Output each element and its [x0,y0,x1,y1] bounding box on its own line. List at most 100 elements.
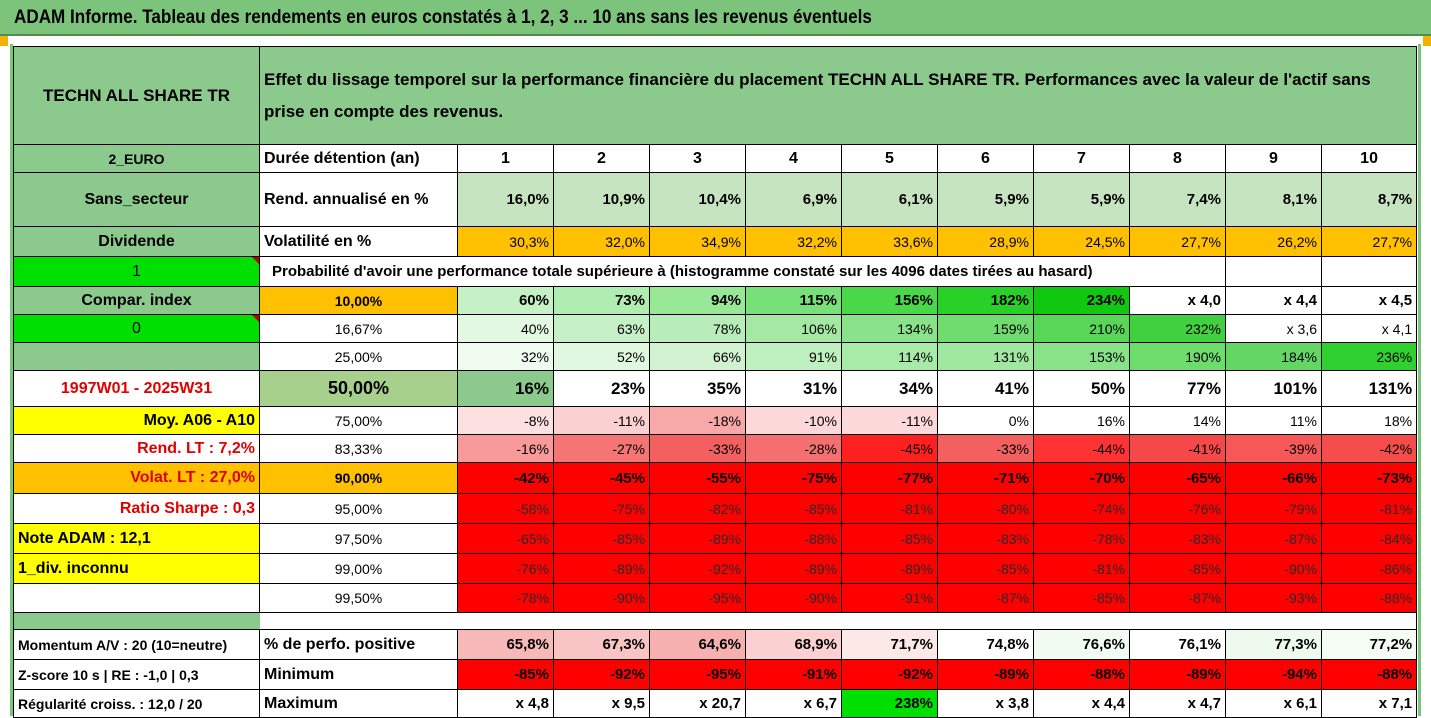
volatility-value: 26,2% [1225,226,1322,257]
percentile-value: 232% [1129,314,1226,343]
percentile-value: -74% [1033,493,1130,524]
minimum-row: Z-score 10 s | RE : -1,0 | 0,3 Minimum -85… [13,659,1418,690]
percentile-value: -11% [553,406,650,435]
percentile-row: Compar. index 10,00% 60% 73% 94% 115% 156% 182%… [13,286,1418,315]
percentile-value: x 3,6 [1225,314,1322,343]
percentile-value: 41% [937,370,1034,407]
percentile-value: 73% [553,286,650,315]
maximum-value: 238% [841,689,938,718]
percentile-value: -66% [1225,462,1322,494]
percentile-value: -95% [649,583,746,613]
percentile-value: -71% [937,462,1034,494]
percentile-value: -81% [841,493,938,524]
duration-header: 1 [457,144,554,173]
corner-marker-right [1423,36,1431,46]
sharpe-ratio-label: Ratio Sharpe : 0,3 [13,493,260,524]
percentile-value: 18% [1320,406,1418,435]
percentile-value: 159% [937,314,1034,343]
volatility-value: 32,0% [553,226,650,257]
percentile-value: 11% [1225,406,1322,435]
compar-index-label: Compar. index [13,286,260,315]
percentile-value: -85% [841,523,938,554]
percentile-value: 94% [649,286,746,315]
percentile-value: -42% [457,462,554,494]
percentile-value: -91% [841,583,938,613]
percentile-row: 0 16,67% 40% 63% 78% 106% 134% 159% 210% 232% x 3,… [13,314,1418,343]
corner-marker-left [0,36,8,46]
annual-return-value: 6,9% [745,172,842,227]
dividend-label: Dividende [13,226,260,257]
regularity-label: Régularité croiss. : 12,0 / 20 [13,689,260,718]
percentile-row: 1_div. inconnu 99,00% -76% -89% -92% -89% -89%… [13,553,1418,584]
percentile-value: -89% [841,553,938,584]
annual-return-value: 16,0% [457,172,554,227]
percentile-value: -76% [457,553,554,584]
percentile-value: -28% [745,434,842,463]
percentile-value: -77% [841,462,938,494]
percentile-label: 10,00% [259,286,458,315]
positive-value: 65,8% [457,629,554,660]
zscore-label: Z-score 10 s | RE : -1,0 | 0,3 [13,659,260,690]
empty-cell [1225,256,1322,287]
maximum-value: x 4,8 [457,689,554,718]
percentile-value: 184% [1225,342,1322,371]
empty-label-cell [13,583,260,613]
percentile-label: 75,00% [259,406,458,435]
percentile-row: Ratio Sharpe : 0,3 95,00% -58% -75% -82% -85%… [13,493,1418,524]
percentile-value: 182% [937,286,1034,315]
positive-value: 64,6% [649,629,746,660]
percentile-row: Volat. LT : 27,0% 90,00% -42% -45% -55% -75% -… [13,462,1418,494]
percentile-value: -78% [1033,523,1130,554]
percentile-label: 16,67% [259,314,458,343]
empty-label-cell [13,342,260,371]
percentile-value: -89% [649,523,746,554]
volatility-row: Dividende Volatilité en % 30,3% 32,0% 34,9% 3… [13,226,1418,257]
positive-value: 68,9% [745,629,842,660]
maximum-value: x 6,1 [1225,689,1322,718]
percentile-value: 34% [841,370,938,407]
duration-header: 2 [553,144,650,173]
percentile-value: 31% [745,370,842,407]
minimum-value: -95% [649,659,746,690]
percentile-label: 83,33% [259,434,458,463]
percentile-value: 210% [1033,314,1130,343]
annual-return-value: 7,4% [1129,172,1226,227]
header-row: TECHN ALL SHARE TR Effet du lissage tempo… [13,46,1418,145]
percentile-value: -85% [1033,583,1130,613]
percentile-value: -78% [457,583,554,613]
percentile-row: 25,00% 32% 52% 66% 91% 114% 131% 153% 190% 184% 23… [13,342,1418,371]
volatility-value: 27,7% [1129,226,1226,257]
percentile-value: -89% [745,553,842,584]
annual-return-value: 5,9% [937,172,1034,227]
positive-value: 76,1% [1129,629,1226,660]
percentile-label: 99,50% [259,583,458,613]
maximum-value: x 4,7 [1129,689,1226,718]
percentile-value: -41% [1129,434,1226,463]
probability-title-row: 1 Probabilité d'avoir une performance tot… [13,256,1418,287]
percentile-value: -84% [1320,523,1418,554]
percentile-value: -33% [649,434,746,463]
percentile-value: x 4,1 [1320,314,1418,343]
volatility-value: 30,3% [457,226,554,257]
table-frame [10,44,1421,716]
annual-return-row: Sans_secteur Rend. annualisé en % 16,0% 10,… [13,172,1418,227]
percentile-value: -87% [1129,583,1226,613]
percentile-value: -39% [1225,434,1322,463]
maximum-row: Régularité croiss. : 12,0 / 20 Maximum x 4… [13,689,1418,718]
separator-row [13,612,1418,630]
percentile-value: -11% [841,406,938,435]
percentile-value: -85% [745,493,842,524]
percentile-label: 90,00% [259,462,458,494]
long-term-volatility-label: Volat. LT : 27,0% [13,462,260,494]
percentile-value: 40% [457,314,554,343]
percentile-value: 115% [745,286,842,315]
percentile-value: 16% [457,370,554,407]
percentile-value: -73% [1320,462,1418,494]
minimum-label: Minimum [259,659,458,690]
period-label: 1997W01 - 2025W31 [13,370,260,407]
percentile-value: -45% [553,462,650,494]
percentile-value: -88% [1320,583,1418,613]
percentile-value: -89% [553,553,650,584]
percentile-value: -86% [1320,553,1418,584]
sector-label: Sans_secteur [13,172,260,227]
